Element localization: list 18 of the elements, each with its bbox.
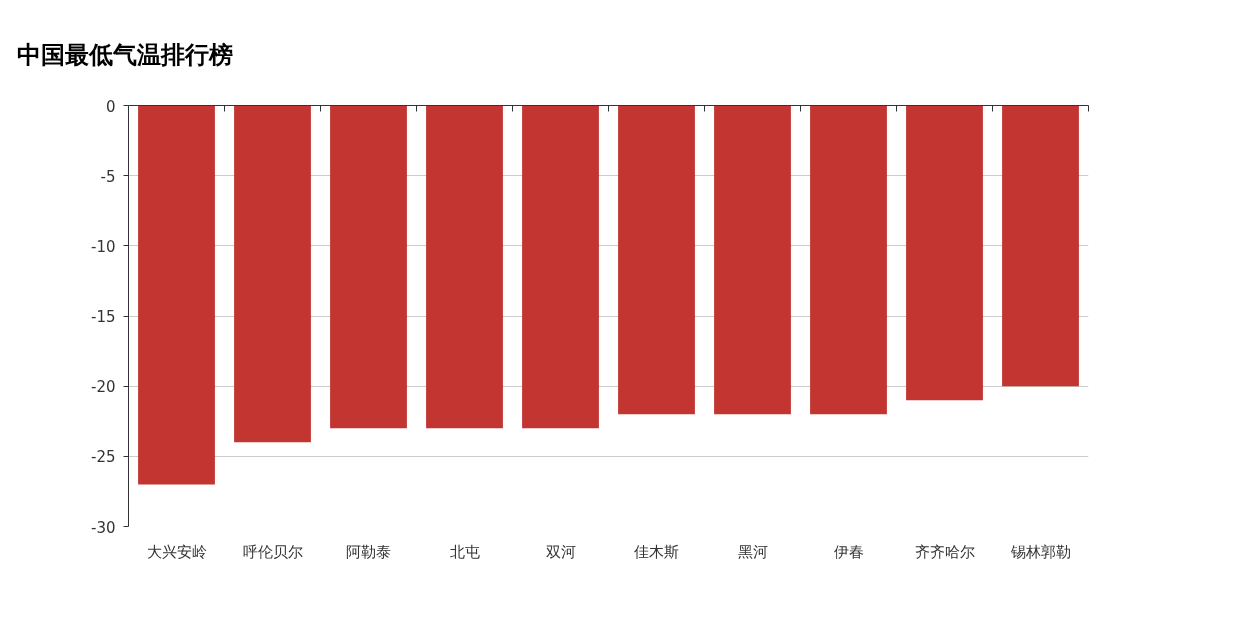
- x-tick-label: 伊春: [833, 542, 864, 561]
- x-tick-label: 黑河: [737, 542, 768, 561]
- x-tick-label: 呼伦贝尔: [242, 542, 303, 561]
- x-tick-label: 双河: [545, 542, 576, 561]
- y-tick-label: -20: [91, 378, 116, 397]
- x-tick-label: 锡林郭勒: [1009, 542, 1071, 561]
- y-tick-label: -30: [91, 518, 116, 537]
- y-tick-label: 0: [105, 97, 116, 116]
- y-tick-label: -5: [100, 167, 116, 186]
- x-tick-label: 阿勒泰: [346, 542, 391, 561]
- x-tick-label: 北屯: [449, 542, 480, 561]
- x-tick-label: 大兴安岭: [146, 542, 207, 561]
- y-tick-label: -10: [91, 237, 116, 256]
- x-tick-label: 佳木斯: [634, 542, 679, 561]
- y-tick-label: -15: [91, 308, 116, 326]
- y-tick-label: -25: [91, 448, 116, 467]
- chart-title: 中国最低气温排行榜: [16, 40, 233, 69]
- x-tick-label: 齐齐哈尔: [914, 542, 975, 561]
